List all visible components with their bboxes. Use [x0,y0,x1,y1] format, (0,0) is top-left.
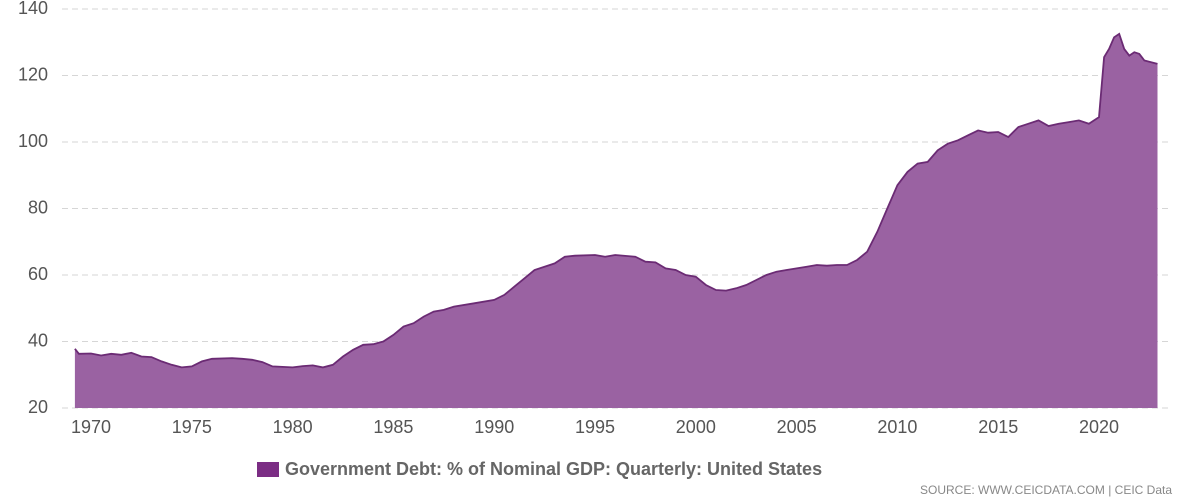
y-tick-label: 60 [28,264,48,284]
y-tick-label: 120 [18,64,48,84]
x-tick-label: 1980 [273,417,313,437]
x-tick-label: 1970 [71,417,111,437]
x-tick-label: 2015 [978,417,1018,437]
x-tick-label: 2000 [676,417,716,437]
y-tick-label: 20 [28,397,48,417]
legend-swatch [257,462,279,477]
x-tick-label: 1995 [575,417,615,437]
x-tick-label: 2005 [777,417,817,437]
area-line [74,32,1158,369]
x-tick-label: 2020 [1079,417,1119,437]
area [74,33,1158,409]
y-tick-label: 40 [28,330,48,350]
y-tick-label: 140 [18,0,48,18]
x-tick-label: 1975 [172,417,212,437]
source: SOURCE: WWW.CEICDATA.COM | CEIC Data [920,483,1172,497]
legend-label: Government Debt: % of Nominal GDP: Quart… [285,459,822,479]
x-tick-label: 1990 [474,417,514,437]
y-tick-label: 100 [18,131,48,151]
x-tick-label: 2010 [877,417,917,437]
y-tick-label: 80 [28,197,48,217]
x-tick-label: 1985 [373,417,413,437]
